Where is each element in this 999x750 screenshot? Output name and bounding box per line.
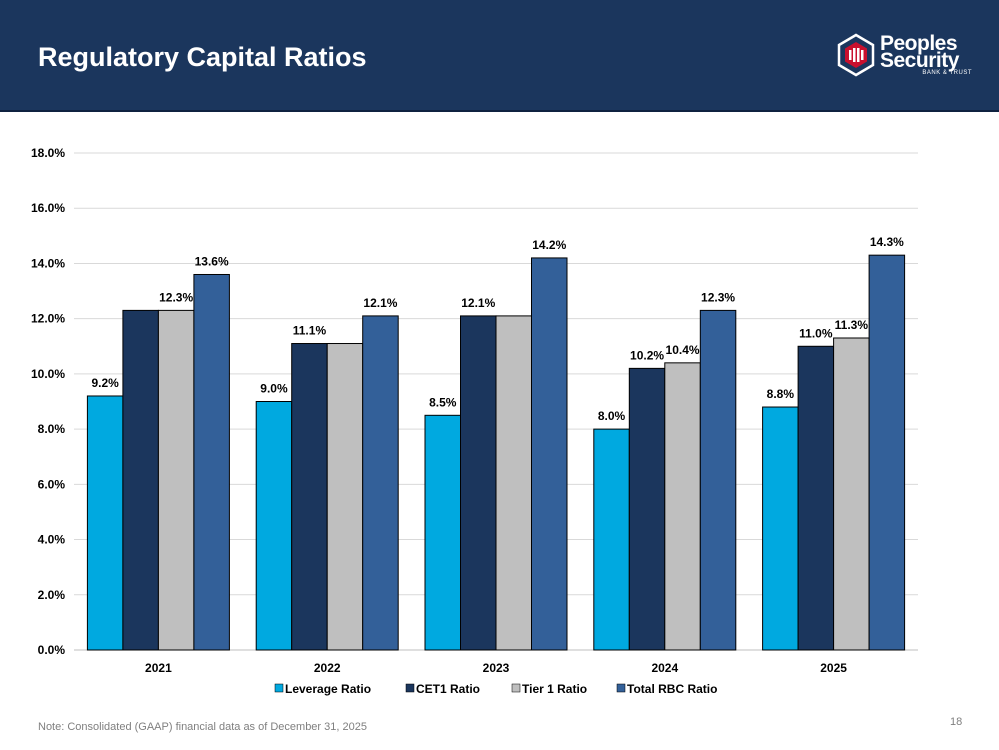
capital-ratios-chart: 0.0% 2.0% 4.0% 6.0% 8.0% 10.0% 12.0% 14.0% 16.0%… <box>31 146 918 696</box>
y-tick-label: 14.0% <box>31 256 65 270</box>
bar <box>122 309 159 651</box>
y-tick-label: 0.0% <box>38 643 66 657</box>
bar <box>326 343 364 651</box>
bar <box>255 401 293 651</box>
bar <box>833 337 870 651</box>
bar <box>495 315 532 651</box>
data-label: 10.2% <box>630 348 664 362</box>
legend-swatch <box>616 683 626 693</box>
bar <box>593 428 630 651</box>
y-tick-label: 12.0% <box>31 312 65 326</box>
data-label: 11.1% <box>293 324 327 338</box>
legend-swatch <box>274 683 284 693</box>
x-tick-label: 2023 <box>483 661 510 675</box>
data-label: 11.3% <box>835 318 869 332</box>
bar <box>664 362 701 651</box>
bar <box>157 309 195 651</box>
data-label: 14.2% <box>532 238 566 252</box>
data-label: 12.1% <box>461 296 495 310</box>
data-label: 9.0% <box>260 382 288 396</box>
bar <box>362 315 399 651</box>
logo-name-line1: Peoples <box>880 32 958 55</box>
x-tick-label: 2024 <box>651 661 678 675</box>
company-logo: Peoples Security BANK & TRUST <box>832 32 977 82</box>
y-tick-label: 8.0% <box>38 422 66 436</box>
logo-name-line2: Security <box>880 49 959 72</box>
logo-wordmark: Peoples Security <box>880 32 959 72</box>
x-tick-label: 2025 <box>820 661 847 675</box>
bar <box>699 309 737 651</box>
bar <box>86 395 124 651</box>
data-label: 12.1% <box>363 296 397 310</box>
data-label: 8.5% <box>429 395 457 409</box>
x-tick-label: 2022 <box>314 661 341 675</box>
bar <box>460 315 497 651</box>
x-tick-label: 2021 <box>145 661 172 675</box>
data-label: 13.6% <box>195 254 229 268</box>
legend-label: Total RBC Ratio <box>627 682 717 696</box>
bar <box>797 345 835 651</box>
bar <box>424 414 461 651</box>
hexagon-logo-icon <box>837 33 875 77</box>
y-tick-label: 10.0% <box>31 367 65 381</box>
data-label: 14.3% <box>870 235 904 249</box>
data-label: 12.3% <box>701 290 735 304</box>
page-number: 18 <box>950 716 963 728</box>
slide-header: Regulatory Capital Ratios Peoples Securi… <box>0 0 999 112</box>
y-tick-label: 4.0% <box>38 533 66 547</box>
bar <box>193 273 230 651</box>
bar <box>762 406 799 651</box>
data-label: 8.0% <box>598 409 626 423</box>
footnote: Note: Consolidated (GAAP) financial data… <box>38 721 367 733</box>
legend-label: Leverage Ratio <box>285 682 371 696</box>
data-label: 9.2% <box>91 376 119 390</box>
logo-tagline: BANK & TRUST <box>922 70 972 76</box>
bar <box>531 257 568 651</box>
data-label: 8.8% <box>767 387 795 401</box>
data-label: 12.3% <box>159 290 193 304</box>
y-tick-label: 6.0% <box>38 477 66 491</box>
page-title: Regulatory Capital Ratios <box>38 42 367 72</box>
legend-label: Tier 1 Ratio <box>522 682 587 696</box>
legend-swatch <box>405 683 415 693</box>
legend-label: CET1 Ratio <box>416 682 480 696</box>
data-label: 10.4% <box>666 343 700 357</box>
legend-swatch <box>511 683 521 693</box>
data-label: 11.0% <box>799 326 833 340</box>
bar <box>628 367 666 651</box>
y-tick-label: 16.0% <box>31 201 65 215</box>
bar <box>291 343 328 651</box>
y-tick-label: 18.0% <box>31 146 65 160</box>
y-tick-label: 2.0% <box>38 588 66 602</box>
bar <box>868 254 906 651</box>
